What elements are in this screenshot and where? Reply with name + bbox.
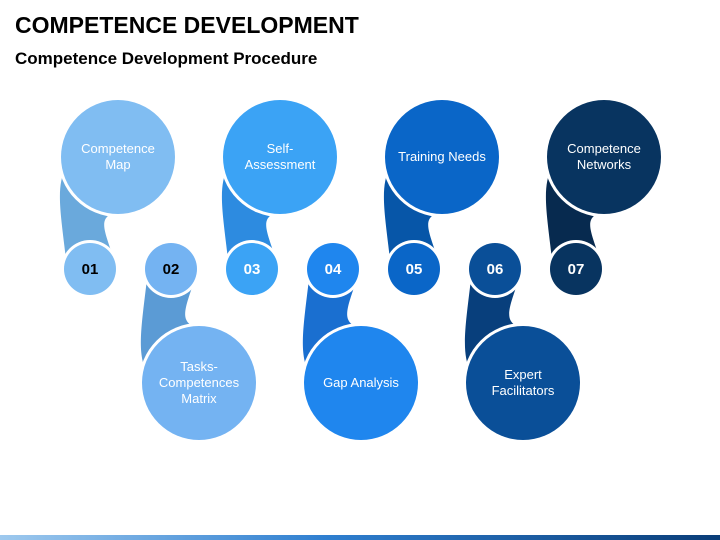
step-02-label-line: Matrix [181, 391, 217, 406]
step-03-number-bubble [226, 243, 278, 295]
step-06-number: 06 [487, 261, 504, 278]
step-03-bubble [223, 100, 337, 214]
step-06-label-line: Expert [504, 367, 542, 382]
step-02-bubble [142, 326, 256, 440]
step-02-number-bubble [145, 243, 197, 295]
step-06-bubble [466, 326, 580, 440]
step-07-number-bubble [550, 243, 602, 295]
footer-gradient-bar [0, 535, 720, 540]
step-04-bubble [304, 326, 418, 440]
step-02-label-line: Tasks- [180, 359, 218, 374]
page-subtitle: Competence Development Procedure [15, 49, 318, 68]
step-03-label-line: Self- [267, 141, 294, 156]
step-05-bubble [385, 100, 499, 214]
step-05-number-bubble [388, 243, 440, 295]
step-01-label-line: Competence [81, 141, 155, 156]
step-04-number-bubble [307, 243, 359, 295]
step-01-bubble [61, 100, 175, 214]
step-01-number-bubble [64, 243, 116, 295]
step-03-label-line: Assessment [245, 157, 316, 172]
step-04: Gap Analysis 04 [301, 240, 421, 443]
page-title: COMPETENCE DEVELOPMENT [15, 12, 359, 38]
step-06-number-bubble [469, 243, 521, 295]
step-07-label-line: Networks [577, 157, 632, 172]
step-04-label-line: Gap Analysis [323, 375, 399, 390]
step-04-number: 04 [325, 261, 342, 278]
step-06-label-line: Facilitators [492, 383, 555, 398]
step-02-number: 02 [163, 261, 180, 278]
step-02-label-line: Competences [159, 375, 240, 390]
step-05: Training Needs 05 [382, 97, 502, 298]
step-03: Self-Assessment 03 [220, 97, 340, 298]
step-07-label-line: Competence [567, 141, 641, 156]
step-01-number: 01 [82, 261, 99, 278]
step-03-number: 03 [244, 261, 261, 278]
step-05-number: 05 [406, 261, 423, 278]
step-07-bubble [547, 100, 661, 214]
step-01-label-line: Map [105, 157, 130, 172]
step-07-number: 07 [568, 261, 585, 278]
step-05-label-line: Training Needs [398, 149, 486, 164]
